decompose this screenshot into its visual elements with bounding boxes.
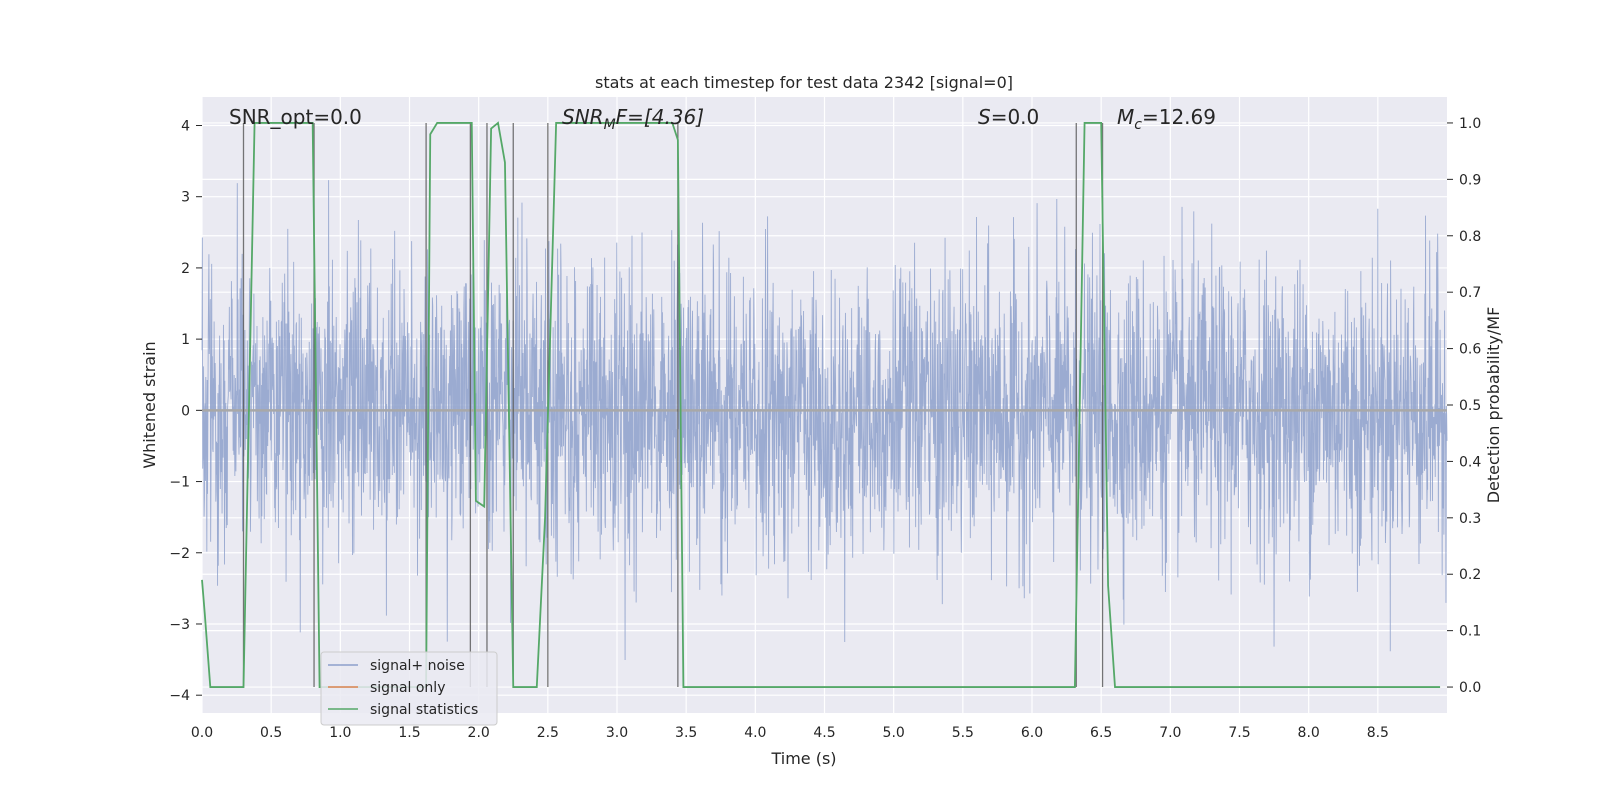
x-axis-label: Time (s) xyxy=(770,749,836,768)
y-tick-label: 4 xyxy=(181,118,190,134)
y2-axis-label: Detection probability/MF xyxy=(1484,307,1503,504)
y2-tick-label: 0.5 xyxy=(1459,398,1481,414)
y-axis-ticks: 4 3 2 1 0 −1 −2 −3 −4 xyxy=(169,118,202,704)
y-tick-label: 3 xyxy=(181,190,190,206)
y2-tick-label: 0.1 xyxy=(1459,624,1481,640)
y-axis-label: Whitened strain xyxy=(140,341,159,468)
y2-tick-label: 0.7 xyxy=(1459,285,1481,301)
x-tick-label: 6.0 xyxy=(1021,725,1043,741)
x-tick-label: 6.5 xyxy=(1090,725,1112,741)
x-tick-label: 7.5 xyxy=(1228,725,1250,741)
x-tick-label: 0.5 xyxy=(260,725,282,741)
y2-tick-label: 0.4 xyxy=(1459,454,1481,470)
x-tick-label: 5.5 xyxy=(952,725,974,741)
y-tick-label: −3 xyxy=(169,617,190,633)
y-tick-label: −1 xyxy=(169,475,190,491)
x-tick-label: 2.5 xyxy=(537,725,559,741)
y-tick-label: −4 xyxy=(169,688,190,704)
x-tick-label: 8.0 xyxy=(1298,725,1320,741)
annotation-snr-opt: SNR_opt=0.0 xyxy=(229,105,362,129)
x-tick-label: 1.5 xyxy=(398,725,420,741)
y-tick-label: 1 xyxy=(181,332,190,348)
y2-tick-label: 0.9 xyxy=(1459,172,1481,188)
x-tick-label: 5.0 xyxy=(883,725,905,741)
y2-tick-label: 0.8 xyxy=(1459,229,1481,245)
y2-tick-label: 1.0 xyxy=(1459,116,1481,132)
y2-tick-label: 0.3 xyxy=(1459,511,1481,527)
y-tick-label: 0 xyxy=(181,403,190,419)
x-tick-label: 8.5 xyxy=(1367,725,1389,741)
legend-label-signal: signal only xyxy=(370,680,445,696)
y2-tick-label: 0.0 xyxy=(1459,680,1481,696)
annotation-snr-mf: SNRMF=[4.36] xyxy=(562,105,704,133)
x-tick-label: 0.0 xyxy=(191,725,213,741)
y2-tick-label: 0.2 xyxy=(1459,567,1481,583)
x-axis-ticks: 0.0 0.5 1.0 1.5 2.0 2.5 3.0 3.5 4.0 4.5 5.0 5.5 6.0 6… xyxy=(191,725,1389,741)
x-tick-label: 4.5 xyxy=(813,725,835,741)
annotation-s: S=0.0 xyxy=(978,105,1039,129)
legend-box xyxy=(320,651,498,726)
y-tick-label: 2 xyxy=(181,261,190,277)
legend-label-stats: signal statistics xyxy=(370,702,478,718)
annotation-mc: Mc=12.69 xyxy=(1117,105,1216,133)
x-tick-label: 2.0 xyxy=(468,725,490,741)
signal-statistics-line xyxy=(201,121,1441,688)
x-tick-label: 4.0 xyxy=(744,725,766,741)
signal-statistics-series xyxy=(201,121,1441,688)
legend: signal+ noise signal only signal statist… xyxy=(320,651,498,726)
x-tick-label: 1.0 xyxy=(329,725,351,741)
legend-label-noise: signal+ noise xyxy=(370,658,465,674)
x-tick-label: 3.5 xyxy=(675,725,697,741)
chart-title: stats at each timestep for test data 234… xyxy=(595,73,1013,92)
y2-axis-ticks: 1.0 0.9 0.8 0.7 0.6 0.5 0.4 0.3 0.2 0.1 0.0 xyxy=(1447,116,1481,696)
y2-tick-label: 0.6 xyxy=(1459,342,1481,358)
x-tick-label: 3.0 xyxy=(606,725,628,741)
x-tick-label: 7.0 xyxy=(1159,725,1181,741)
signal-noise-line xyxy=(201,180,1448,660)
y-tick-label: −2 xyxy=(169,546,190,562)
signal-noise-series xyxy=(201,180,1448,660)
